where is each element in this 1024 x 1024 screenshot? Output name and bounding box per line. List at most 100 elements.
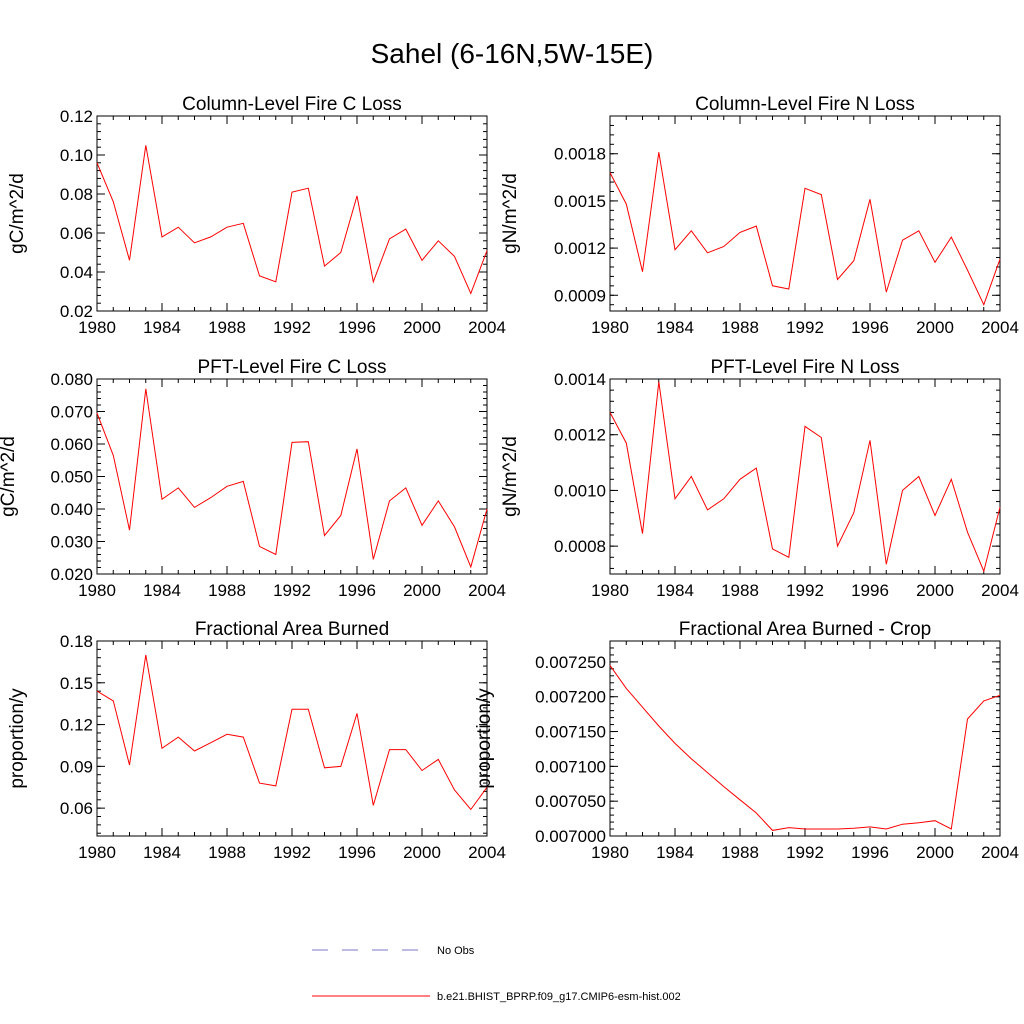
- x-tick-label: 1996: [338, 318, 376, 337]
- y-axis-label: gN/m^2/d: [500, 173, 521, 254]
- plot-frame: [609, 640, 1001, 837]
- x-tick-label: 1980: [591, 318, 629, 337]
- y-tick-label: 0.007250: [535, 653, 606, 672]
- x-tick-label: 1996: [851, 318, 889, 337]
- x-tick-label: 2000: [403, 843, 441, 862]
- series-line: [609, 665, 1001, 831]
- x-tick-label: 2004: [981, 318, 1019, 337]
- y-tick-label: 0.02: [60, 302, 93, 321]
- y-tick-label: 0.070: [50, 403, 93, 422]
- plot-frame: [609, 378, 1001, 575]
- y-tick-label: 0.09: [60, 757, 93, 776]
- y-tick-label: 0.007200: [535, 688, 606, 707]
- x-tick-label: 1992: [273, 843, 311, 862]
- x-tick-label: 1988: [208, 318, 246, 337]
- y-tick-label: 0.08: [60, 185, 93, 204]
- y-tick-label: 0.06: [60, 799, 93, 818]
- panel-title: Column-Level Fire N Loss: [695, 94, 915, 115]
- series-line: [96, 145, 488, 295]
- x-tick-label: 1980: [591, 843, 629, 862]
- panel-title: Column-Level Fire C Loss: [182, 94, 402, 115]
- y-axis-label: gN/m^2/d: [500, 436, 521, 517]
- y-tick-label: 0.0010: [554, 481, 606, 500]
- y-tick-label: 0.0012: [554, 426, 606, 445]
- panel-title: PFT-Level Fire C Loss: [198, 357, 387, 378]
- y-tick-label: 0.0014: [554, 370, 606, 389]
- y-axis-label: proportion/y: [474, 688, 495, 789]
- series-line: [96, 388, 488, 569]
- y-tick-label: 0.15: [60, 674, 93, 693]
- y-tick-label: 0.12: [60, 716, 93, 735]
- x-tick-label: 1996: [851, 843, 889, 862]
- x-tick-label: 2000: [916, 318, 954, 337]
- x-tick-label: 1992: [786, 318, 824, 337]
- y-tick-label: 0.0018: [554, 145, 606, 164]
- x-tick-label: 1980: [591, 581, 629, 600]
- y-tick-label: 0.0012: [554, 239, 606, 258]
- x-tick-label: 1980: [78, 318, 116, 337]
- x-tick-label: 1996: [851, 581, 889, 600]
- y-tick-label: 0.04: [60, 263, 93, 282]
- x-tick-label: 1984: [143, 581, 181, 600]
- legend-obs-label: No Obs: [437, 945, 475, 957]
- x-tick-label: 2004: [468, 843, 506, 862]
- x-tick-label: 1988: [208, 843, 246, 862]
- legend-series-label: b.e21.BHIST_BPRP.f09_g17.CMIP6-esm-hist.…: [437, 991, 681, 1003]
- y-tick-label: 0.0008: [554, 537, 606, 556]
- x-tick-label: 1988: [721, 843, 759, 862]
- x-tick-label: 1996: [338, 843, 376, 862]
- series-line: [609, 381, 1001, 573]
- x-tick-label: 2000: [916, 581, 954, 600]
- x-tick-label: 1984: [143, 843, 181, 862]
- page-title: Sahel (6-16N,5W-15E): [370, 38, 654, 69]
- series-line: [609, 152, 1001, 307]
- y-tick-label: 0.020: [50, 565, 93, 584]
- x-tick-label: 1984: [143, 318, 181, 337]
- series-line: [96, 654, 488, 811]
- x-tick-label: 1992: [273, 318, 311, 337]
- x-tick-label: 1988: [721, 318, 759, 337]
- y-axis-label: proportion/y: [7, 688, 28, 789]
- y-tick-label: 0.06: [60, 224, 93, 243]
- y-tick-label: 0.18: [60, 632, 93, 651]
- y-tick-label: 0.007000: [535, 827, 606, 846]
- y-axis-label: gC/m^2/d: [0, 436, 19, 517]
- x-tick-label: 2000: [403, 318, 441, 337]
- x-tick-label: 1984: [656, 843, 694, 862]
- panel-title: PFT-Level Fire N Loss: [711, 357, 900, 378]
- y-tick-label: 0.007050: [535, 792, 606, 811]
- plot-frame: [96, 378, 488, 575]
- x-tick-label: 2000: [916, 843, 954, 862]
- y-tick-label: 0.0015: [554, 192, 606, 211]
- x-tick-label: 1996: [338, 581, 376, 600]
- y-tick-label: 0.007100: [535, 757, 606, 776]
- x-tick-label: 1988: [721, 581, 759, 600]
- y-tick-label: 0.040: [50, 500, 93, 519]
- x-tick-label: 1984: [656, 581, 694, 600]
- plot-frame: [96, 115, 488, 312]
- panel-title: Fractional Area Burned - Crop: [679, 619, 931, 640]
- panel-title: Fractional Area Burned: [195, 619, 389, 640]
- y-tick-label: 0.060: [50, 435, 93, 454]
- x-tick-label: 2004: [981, 581, 1019, 600]
- x-tick-label: 1992: [786, 581, 824, 600]
- y-tick-label: 0.030: [50, 533, 93, 552]
- x-tick-label: 2004: [468, 581, 506, 600]
- y-tick-label: 0.080: [50, 370, 93, 389]
- x-tick-label: 1980: [78, 581, 116, 600]
- y-tick-label: 0.007150: [535, 723, 606, 742]
- y-tick-label: 0.0009: [554, 286, 606, 305]
- x-tick-label: 1988: [208, 581, 246, 600]
- x-tick-label: 1992: [786, 843, 824, 862]
- x-tick-label: 1980: [78, 843, 116, 862]
- x-tick-label: 2004: [468, 318, 506, 337]
- x-tick-label: 2000: [403, 581, 441, 600]
- y-tick-label: 0.10: [60, 146, 93, 165]
- x-tick-label: 2004: [981, 843, 1019, 862]
- x-tick-label: 1984: [656, 318, 694, 337]
- y-tick-label: 0.12: [60, 107, 93, 126]
- x-tick-label: 1992: [273, 581, 311, 600]
- y-axis-label: gC/m^2/d: [7, 173, 28, 254]
- y-tick-label: 0.050: [50, 468, 93, 487]
